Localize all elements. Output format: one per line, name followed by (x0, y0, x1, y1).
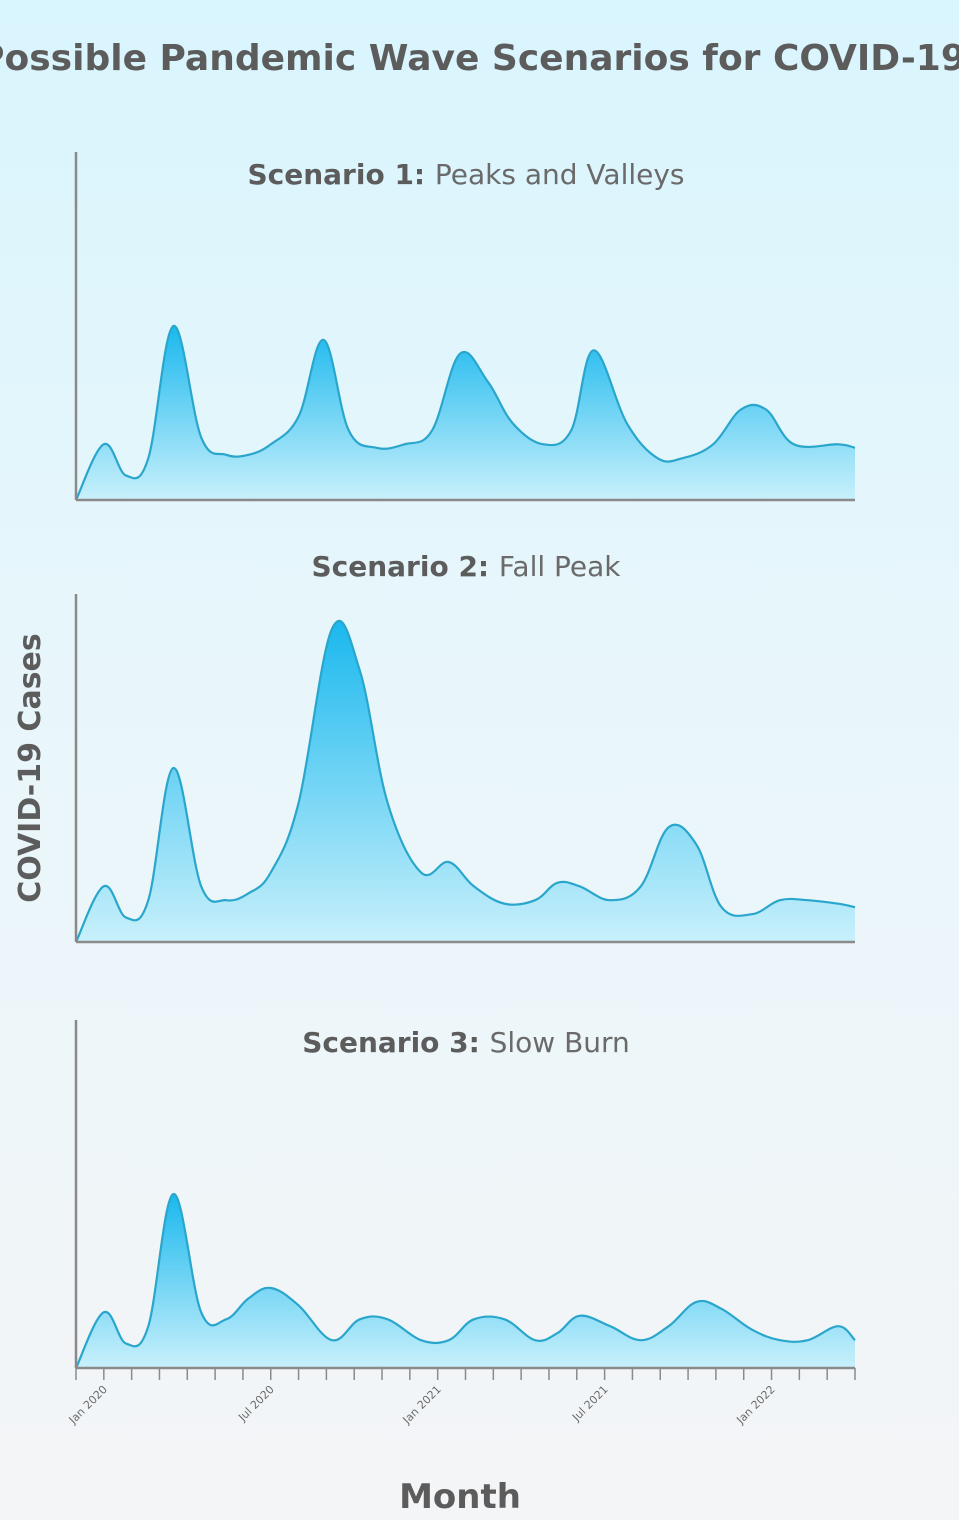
series-line (75, 1192, 856, 1369)
y-axis-label: COVID-19 Cases (13, 633, 48, 903)
scenario-title: Scenario 1: Peaks and Valleys (247, 158, 684, 191)
scenario-title-text: Peaks and Valleys (435, 158, 685, 191)
scenario-title: Scenario 3: Slow Burn (302, 1026, 630, 1059)
area-fill (76, 1193, 855, 1368)
scenario-panel-1: Scenario 1: Peaks and Valleys (74, 152, 856, 502)
x-tick-label: Jan 2021 (400, 1383, 444, 1427)
figure-title: Possible Pandemic Wave Scenarios for COV… (0, 38, 959, 79)
area-fill (76, 325, 855, 500)
scenario-panels: Scenario 1: Peaks and Valleys Scenario 2:… (66, 152, 856, 1427)
scenario-title-bold: Scenario 2: (311, 550, 498, 583)
x-tick-label: Jan 2022 (733, 1383, 777, 1427)
series-line (75, 324, 856, 501)
scenario-title-bold: Scenario 3: (302, 1026, 489, 1059)
x-tick-label: Jul 2020 (235, 1383, 277, 1425)
series-line (75, 619, 856, 943)
area-fill (76, 620, 855, 942)
x-tick-label: Jan 2020 (66, 1383, 110, 1427)
x-axis-label: Month (399, 1477, 521, 1517)
x-tick-label: Jul 2021 (569, 1383, 611, 1425)
scenario-panel-3: Scenario 3: Slow Burn Jan 2020 Jul 2020 Jan… (66, 1020, 856, 1427)
scenario-title-text: Fall Peak (499, 550, 621, 583)
scenario-title-bold: Scenario 1: (247, 158, 434, 191)
scenario-title: Scenario 2: Fall Peak (311, 550, 621, 583)
scenario-title-text: Slow Burn (490, 1026, 630, 1059)
scenario-panel-2: Scenario 2: Fall Peak (74, 550, 856, 944)
